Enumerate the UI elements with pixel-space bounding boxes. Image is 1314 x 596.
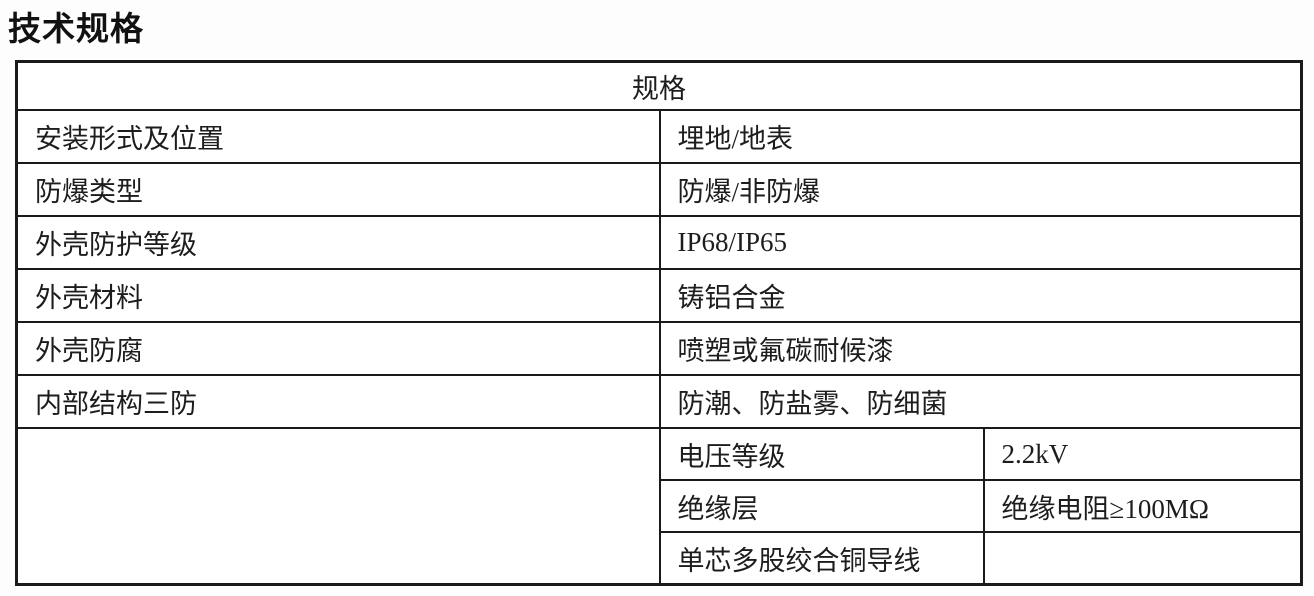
spec-label-cell: 外壳防护等级: [15, 215, 661, 270]
table-row-insulation: 绝缘层 绝缘电阻≥100MΩ: [17, 479, 1303, 533]
spec-value-cell: 铸铝合金: [658, 268, 1303, 323]
table-row-explosion-proof: 防爆类型 防爆/非防爆: [15, 162, 1303, 217]
table-row-voltage: 电压等级 2.2kV: [15, 427, 1303, 586]
empty-merged-cell: [15, 427, 661, 586]
table-header-row: 规格: [15, 60, 1303, 111]
spec-label-cell: 内部结构三防: [15, 374, 661, 429]
spec-label-cell: 外壳材料: [15, 268, 661, 323]
spec-subvalue-cell: 绝缘电阻≥100MΩ: [982, 479, 1303, 533]
spec-value-cell: IP68/IP65: [658, 215, 1303, 270]
spec-sublabel-cell: 电压等级: [658, 427, 985, 481]
table-row-shell-material: 外壳材料 铸铝合金: [15, 268, 1303, 323]
table-row-triple-protection: 内部结构三防 防潮、防盐雾、防细菌: [15, 374, 1303, 429]
spec-value-cell: 喷塑或氟碳耐候漆: [658, 321, 1303, 376]
spec-value-cell: 埋地/地表: [658, 109, 1303, 164]
table-row-anticorrosion: 外壳防腐 喷塑或氟碳耐候漆: [15, 321, 1303, 376]
spec-sublabel-cell: 绝缘层: [658, 479, 985, 533]
spec-label-cell: 防爆类型: [15, 162, 661, 217]
page-title: 技术规格: [8, 10, 144, 47]
table-header-cell: 规格: [15, 60, 1303, 111]
spec-value-cell: 防潮、防盐雾、防细菌: [658, 374, 1303, 429]
spec-subvalue-cell: 2.2kV: [982, 427, 1303, 481]
spec-label-cell: 安装形式及位置: [15, 109, 661, 164]
spec-value-cell: 防爆/非防爆: [658, 162, 1303, 217]
spec-label-cell: 外壳防腐: [15, 321, 661, 376]
spec-subvalue-cell: [982, 531, 1303, 586]
spec-table: 规格 安装形式及位置 埋地/地表 防爆类型 防爆/非防爆 外壳防护等级 IP68…: [15, 60, 1303, 586]
table-row-copper-wire: 单芯多股绞合铜导线: [17, 531, 1303, 586]
table-row-install: 安装形式及位置 埋地/地表: [15, 109, 1303, 164]
table-row-ip-rating: 外壳防护等级 IP68/IP65: [15, 215, 1303, 270]
spec-sublabel-cell: 单芯多股绞合铜导线: [658, 531, 985, 586]
